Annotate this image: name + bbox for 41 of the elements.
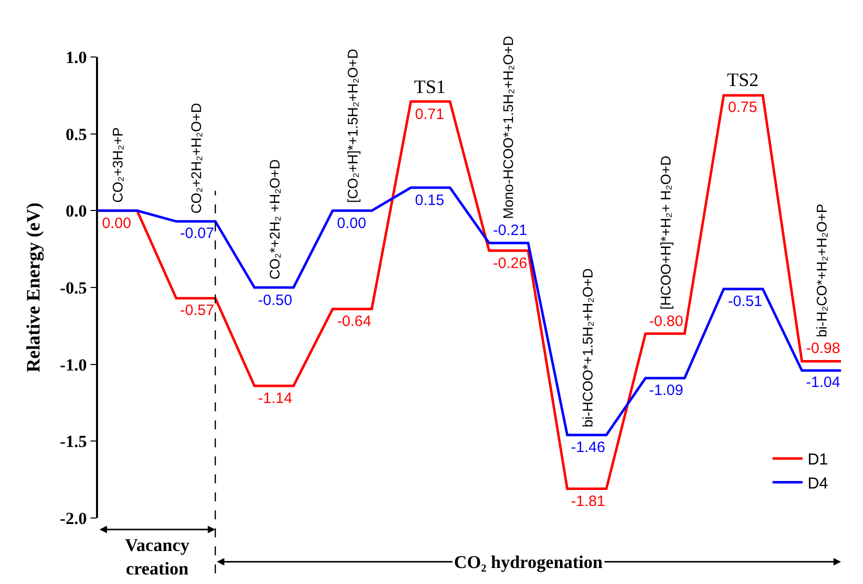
data-label: -1.14 (258, 390, 292, 407)
y-axis-title: Relative Energy (eV) (23, 202, 44, 372)
data-label: -0.64 (337, 313, 372, 330)
annotation: bi-H₂CO*+H₂+H₂O+P (814, 204, 830, 338)
data-label: -0.57 (180, 302, 214, 319)
annotation: CO₂+2H₂+H₂O+D (188, 102, 204, 214)
y-tick-label: 1.0 (66, 48, 87, 67)
data-label: 0.00 (337, 215, 366, 232)
legend-label: D4 (808, 476, 828, 492)
data-label: -0.98 (806, 340, 840, 357)
data-label: -1.04 (806, 374, 840, 391)
data-label: -0.26 (493, 255, 528, 272)
data-label: 0.71 (415, 106, 444, 123)
y-tick-label: -0.5 (60, 278, 87, 298)
text: CO₂ hydrogenation (454, 552, 603, 572)
data-label: 0.75 (728, 99, 758, 116)
legend-label: D1 (808, 452, 828, 469)
annotation: bi-HCOO*+1.5H₂+H₂O+D (579, 268, 596, 428)
annotation: [CO₂+H]*+1.5H₂+H₂O+D (344, 48, 361, 203)
data-label: -0.80 (649, 313, 684, 330)
data-label: -1.09 (649, 382, 684, 399)
annotation: TS1 (414, 77, 446, 98)
data-label: -0.07 (180, 225, 214, 242)
annotation: CO₂+3H₂+P (109, 127, 126, 203)
y-tick-label: -1.5 (60, 432, 87, 452)
y-tick-label: 0.5 (66, 124, 87, 144)
y-tick-label: 0.0 (66, 202, 87, 221)
text: Vacancy creation (125, 535, 190, 578)
y-tick-label: -1.0 (60, 355, 87, 374)
data-label: -0.51 (728, 293, 762, 310)
annotation: [HCOO+H]*+H₂+ H₂O+D (657, 156, 674, 310)
data-label: -0.21 (493, 222, 528, 239)
data-label: -0.50 (258, 292, 292, 309)
data-label: -1.46 (571, 439, 606, 456)
annotation: TS2 (727, 70, 759, 91)
y-tick-label: -2.0 (60, 508, 87, 528)
annotation: CO₂*+2H₂ +H₂O+D (266, 159, 282, 280)
data-label: -1.81 (571, 493, 606, 510)
data-label: 0.15 (415, 192, 444, 209)
annotation: Mono-HCOO*+1.5H₂+H₂O+D (500, 36, 516, 220)
data-label: 0.00 (102, 215, 132, 232)
